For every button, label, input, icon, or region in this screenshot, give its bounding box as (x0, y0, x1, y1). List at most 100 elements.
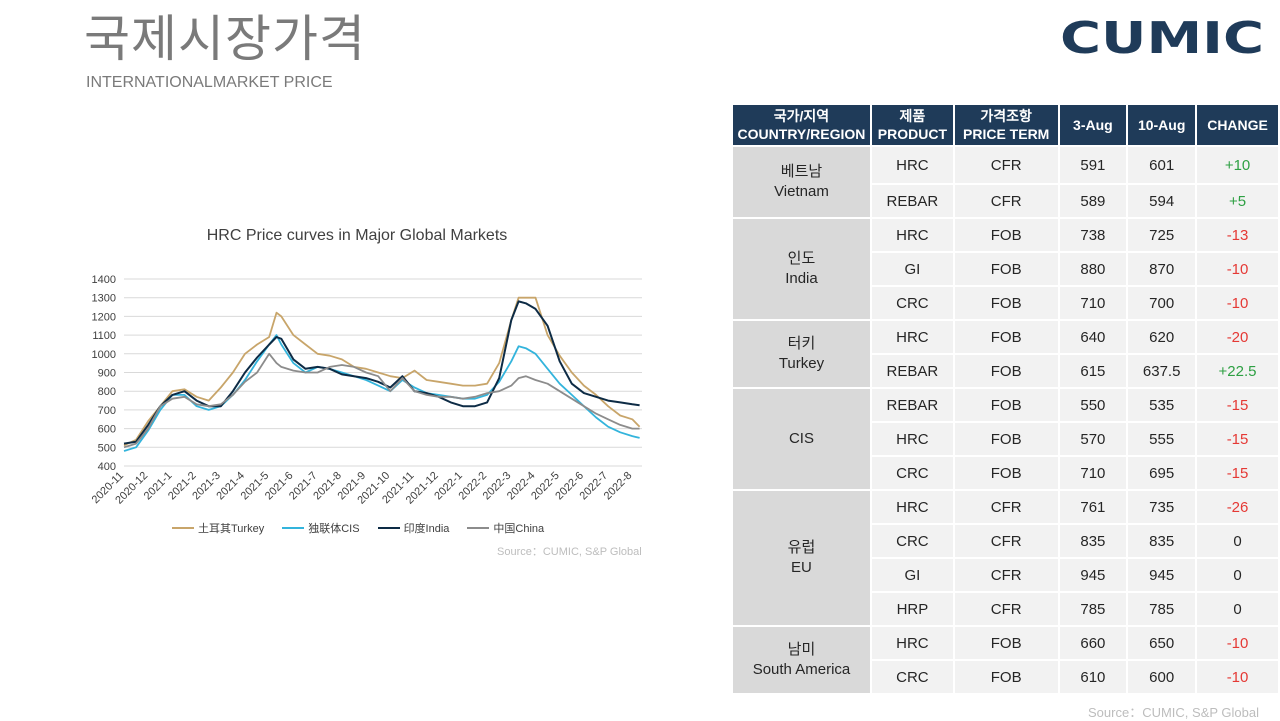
price-aug10-cell: 600 (1126, 659, 1198, 695)
table-row: REBAR CFR 589 594 +5 (732, 183, 1280, 219)
region-cell: 남미 South America (731, 625, 872, 695)
y-tick-label: 500 (98, 442, 116, 454)
price-aug3-cell: 640 (1057, 319, 1129, 355)
y-tick-label: 1100 (92, 330, 116, 342)
price-aug10-cell: 870 (1126, 251, 1198, 287)
legend-item: 独联体CIS (282, 520, 360, 536)
header-label-english: COUNTRY/REGION (737, 126, 866, 142)
price-aug3-cell: 785 (1057, 591, 1129, 627)
region-name-english: South America (752, 661, 851, 678)
y-tick-label: 800 (98, 386, 116, 398)
legend-label: 中国China (493, 523, 545, 535)
change-cell: -10 (1195, 659, 1280, 695)
table-header-cell: 3-Aug (1057, 103, 1129, 147)
header-label-korean: 제품 (899, 108, 926, 124)
price-aug10-cell: 725 (1126, 217, 1198, 253)
product-cell: HRP (869, 591, 955, 627)
price-term-cell: FOB (952, 217, 1060, 253)
change-cell: 0 (1195, 591, 1280, 627)
price-term-cell: FOB (952, 353, 1060, 389)
price-aug10-cell: 594 (1126, 183, 1198, 219)
series-line-0 (123, 296, 641, 447)
change-cell: +22.5 (1195, 353, 1280, 389)
change-cell: -26 (1195, 489, 1280, 525)
table-header-cell: 제품 PRODUCT (869, 103, 955, 147)
table-header-cell: 10-Aug (1126, 103, 1198, 147)
price-term-cell: FOB (952, 659, 1060, 695)
price-aug10-cell: 620 (1126, 319, 1198, 355)
price-term-cell: FOB (952, 421, 1060, 457)
product-cell: HRC (869, 319, 955, 355)
change-cell: 0 (1195, 557, 1280, 593)
table-row: HRP CFR 785 785 0 (732, 591, 1280, 627)
price-term-cell: FOB (952, 251, 1060, 287)
table-row: GI FOB 880 870 -10 (732, 251, 1280, 287)
price-term-cell: CFR (952, 489, 1060, 525)
table-header-cell: 가격조항 PRICE TERM (952, 103, 1060, 147)
price-table: 국가/지역 COUNTRY/REGION 제품 PRODUCT 가격조항 PRICE TE… (731, 103, 1280, 695)
chart-legend: 土耳其Turkey 独联体CIS 印度India 中国China (172, 520, 544, 536)
header-label-english: PRODUCT (877, 126, 948, 142)
change-cell: +5 (1195, 183, 1280, 219)
price-aug3-cell: 835 (1057, 523, 1129, 559)
price-aug3-cell: 591 (1057, 145, 1129, 185)
table-row: CRC FOB 710 700 -10 (732, 285, 1280, 321)
region-cell: 베트남 Vietnam (731, 145, 872, 219)
region-name-korean: 베트남 (780, 163, 823, 180)
legend-swatch (172, 527, 194, 529)
price-aug3-cell: 945 (1057, 557, 1129, 593)
page-title-korean: 국제시장가격 (84, 10, 366, 68)
price-aug3-cell: 660 (1057, 625, 1129, 661)
product-cell: HRC (869, 625, 955, 661)
table-row: CRC CFR 835 835 0 (732, 523, 1280, 559)
price-aug10-cell: 695 (1126, 455, 1198, 491)
series-line-3 (123, 352, 640, 449)
price-aug10-cell: 835 (1126, 523, 1198, 559)
header-label-english: 10-Aug (1137, 117, 1186, 133)
change-cell: -15 (1195, 421, 1280, 457)
product-cell: HRC (869, 145, 955, 185)
price-term-cell: FOB (952, 625, 1060, 661)
product-cell: CRC (869, 285, 955, 321)
price-term-cell: CFR (952, 557, 1060, 593)
header-label-english: 3-Aug (1073, 117, 1113, 133)
table-row: CRC FOB 610 600 -10 (732, 659, 1280, 695)
series-line-1 (123, 334, 640, 452)
price-aug10-cell: 535 (1126, 387, 1198, 423)
change-cell: -10 (1195, 251, 1280, 287)
region-name-english: EU (791, 559, 812, 576)
region-cell: 터키 Turkey (731, 319, 872, 389)
region-name-english: India (785, 270, 818, 287)
price-aug3-cell: 738 (1057, 217, 1129, 253)
table-row: 터키 Turkey HRC FOB 640 620 -20 (731, 319, 1280, 389)
price-aug10-cell: 650 (1126, 625, 1198, 661)
product-cell: GI (869, 251, 955, 287)
table-row: 베트남 Vietnam HRC CFR 591 601 +10 (731, 145, 1280, 219)
product-cell: CRC (869, 659, 955, 695)
legend-label: 印度India (403, 523, 450, 535)
product-cell: GI (869, 557, 955, 593)
header-label-korean: 가격조항 (980, 108, 1032, 124)
region-cell: CIS (731, 387, 872, 491)
table-header-cell: 국가/지역 COUNTRY/REGION (731, 103, 872, 147)
price-term-cell: CFR (952, 591, 1060, 627)
y-tick-label: 700 (98, 405, 116, 417)
product-cell: CRC (869, 523, 955, 559)
price-aug3-cell: 589 (1057, 183, 1129, 219)
y-tick-label: 400 (98, 461, 116, 473)
table-row: REBAR FOB 615 637.5 +22.5 (732, 353, 1280, 389)
table-row: CRC FOB 710 695 -15 (732, 455, 1280, 491)
change-cell: +10 (1195, 145, 1280, 185)
y-tick-label: 1000 (92, 349, 116, 361)
table-row: CIS REBAR FOB 550 535 -15 (731, 387, 1280, 491)
legend-item: 印度India (377, 520, 450, 536)
legend-item: 土耳其Turkey (172, 520, 264, 536)
line-chart: 4005006007008009001000110012001300140020… (90, 274, 642, 507)
product-cell: REBAR (869, 353, 955, 389)
region-cell: 유럽 EU (731, 489, 872, 627)
y-tick-label: 900 (98, 368, 116, 380)
y-tick-label: 1400 (92, 274, 116, 286)
price-aug3-cell: 880 (1057, 251, 1129, 287)
price-aug10-cell: 555 (1126, 421, 1198, 457)
region-name-english: Turkey (778, 355, 825, 372)
